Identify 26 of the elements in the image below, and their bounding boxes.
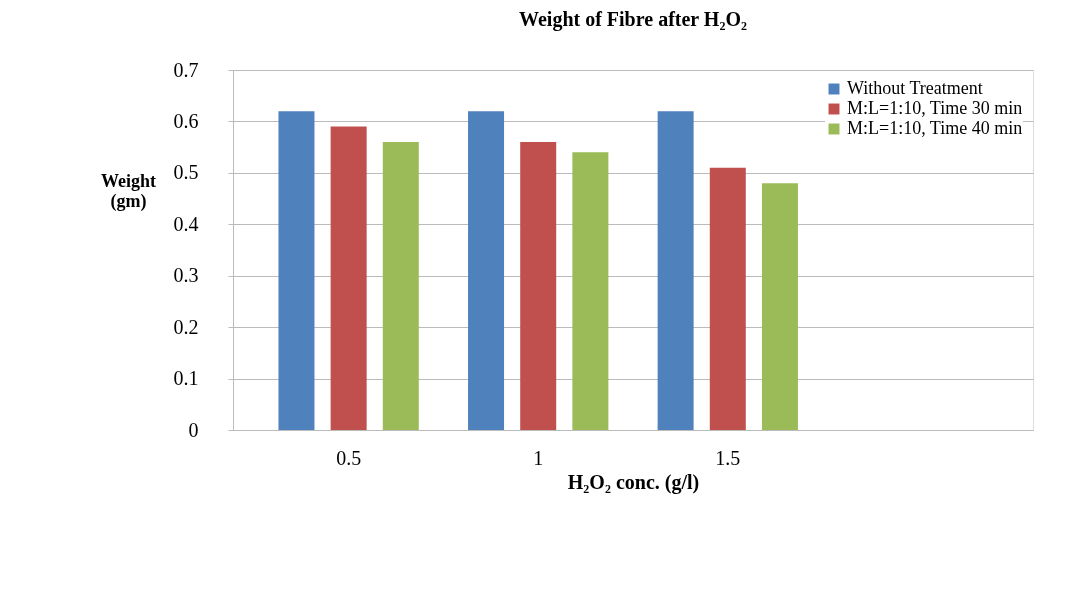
legend-label: M:L=1:10, Time 40 min — [847, 118, 1023, 138]
bar — [382, 142, 419, 430]
y-tick-label: 0.4 — [173, 212, 199, 235]
y-tick-label: 0.7 — [173, 58, 199, 81]
x-axis-title: H₂O₂ conc. (g/l) — [567, 470, 700, 494]
x-tick-label: 1.5 — [715, 446, 741, 469]
bar — [572, 152, 609, 430]
x-tick-label: 1 — [533, 446, 544, 469]
y-tick-label: 0 — [188, 418, 199, 441]
bar — [330, 126, 367, 430]
chart-title: Weight of Fibre after H₂O₂ — [519, 8, 747, 31]
bar — [709, 167, 746, 430]
bar — [657, 111, 694, 430]
y-tick-label: 0.2 — [173, 315, 199, 338]
bar — [761, 183, 798, 430]
x-tick-label: 0.5 — [336, 446, 362, 469]
bar — [278, 111, 315, 430]
y-tick-label: 0.1 — [173, 367, 199, 390]
y-tick-label: 0.3 — [173, 264, 199, 287]
y-tick-label: 0.6 — [173, 109, 199, 132]
y-tick-label: 0.5 — [173, 161, 199, 184]
y-axis-title: Weight (gm) — [100, 170, 157, 212]
bar — [520, 142, 557, 430]
legend-label: Without Treatment — [847, 78, 983, 98]
legend-label: M:L=1:10, Time 30 min — [847, 98, 1023, 118]
bar — [468, 111, 505, 430]
